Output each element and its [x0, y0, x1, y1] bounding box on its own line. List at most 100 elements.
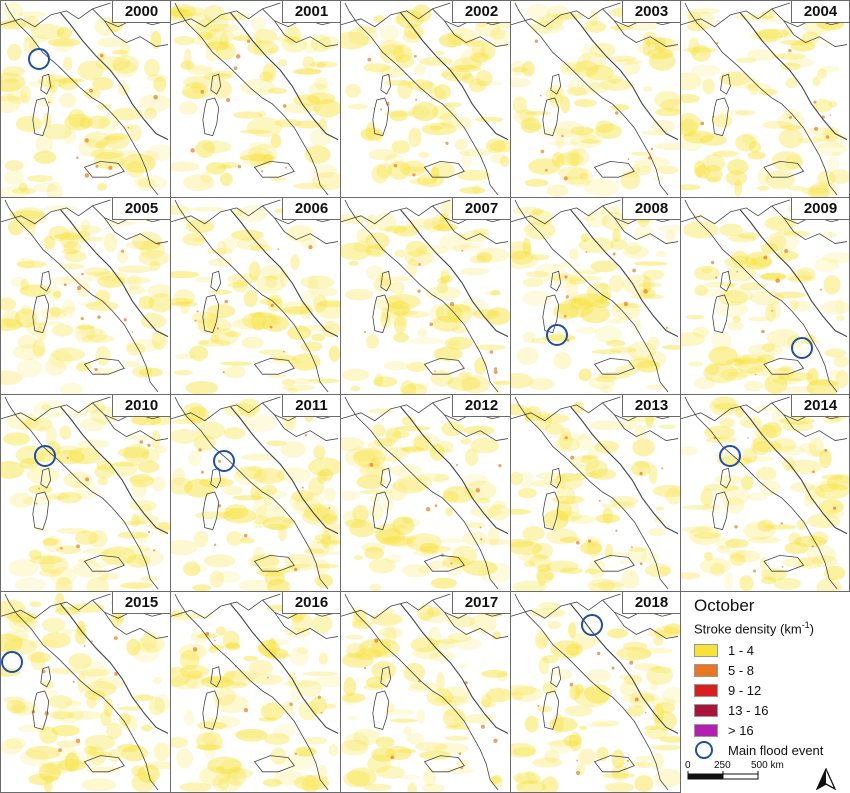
boundaries-layer: [1, 593, 169, 791]
map-panel-2014: 2014: [680, 394, 850, 592]
map-panel-2010: 2010: [0, 394, 171, 592]
year-label: 2005: [112, 198, 170, 220]
stroke-density-layer: [681, 203, 849, 394]
flood-event-circle-icon: [28, 48, 50, 70]
legend-label-4: 13 - 16: [728, 703, 769, 718]
boundaries-layer: [341, 2, 509, 196]
year-label: 2017: [452, 592, 510, 614]
boundaries-layer: [511, 396, 679, 590]
map-canvas: [171, 199, 340, 394]
year-label: 2013: [622, 395, 680, 417]
boundaries-layer: [511, 199, 679, 393]
year-label: 2006: [282, 198, 340, 220]
year-label: 2000: [112, 1, 170, 23]
legend-swatch-4: [694, 704, 718, 717]
map-canvas: [171, 2, 340, 196]
legend-label-2: 5 - 8: [728, 663, 755, 678]
map-canvas: [171, 593, 340, 792]
year-label: 2003: [622, 1, 680, 23]
scale-tick-500: 500 km: [751, 760, 784, 771]
stroke-density-layer: [511, 401, 680, 591]
boundaries-layer: [171, 2, 339, 196]
map-canvas: [171, 396, 340, 591]
year-label: 2002: [452, 1, 510, 23]
map-canvas: [1, 2, 170, 197]
legend-swatch-1: [694, 644, 718, 657]
boundaries-layer: [1, 2, 169, 196]
flood-circle-icon: [695, 741, 713, 759]
map-panel-2009: 2009: [680, 197, 850, 395]
year-label: 2015: [112, 592, 170, 614]
legend-label-flood: Main flood event: [728, 743, 824, 758]
stroke-density-layer: [341, 598, 510, 792]
stroke-density-layer: [681, 8, 849, 197]
boundaries-layer: [681, 396, 848, 590]
north-arrow-icon: [815, 768, 837, 790]
scale-bar-graphic: [687, 771, 759, 780]
boundaries-layer: [171, 593, 339, 791]
legend-swatch-5: [694, 724, 718, 737]
map-panel-2013: 2013: [510, 394, 681, 592]
map-canvas: [1, 592, 170, 792]
map-panel-2005: 2005: [0, 197, 171, 395]
legend-title: October: [694, 596, 755, 615]
map-canvas: [511, 199, 680, 394]
stroke-density-layer: [171, 398, 340, 591]
stroke-density-layer: [681, 396, 849, 591]
flood-event-circle-icon: [791, 337, 813, 359]
flood-event-circle-icon: [1, 651, 23, 673]
map-panel-2003: 2003: [510, 0, 681, 198]
flood-event-circle-icon: [719, 445, 741, 467]
scale-tick-250: 250: [714, 760, 731, 771]
map-panel-2002: 2002: [340, 0, 511, 198]
flood-event-circle-icon: [546, 324, 568, 346]
stroke-density-layer: [171, 202, 340, 394]
legend-label-1: 1 - 4: [728, 643, 755, 658]
map-canvas: [1, 396, 170, 591]
legend-swatch-2: [694, 664, 718, 677]
map-panel-2016: 2016: [170, 591, 341, 793]
year-label: 2014: [791, 395, 849, 417]
stroke-density-layer: [1, 592, 170, 792]
flood-event-circle-icon: [34, 445, 56, 467]
map-panel-2007: 2007: [340, 197, 511, 395]
year-label: 2016: [282, 592, 340, 614]
map-canvas: [341, 199, 510, 394]
scale-tick-0: 0: [685, 760, 691, 771]
map-canvas: [341, 396, 510, 591]
year-label: 2018: [622, 592, 680, 614]
legend: October Stroke density (km-1) 1 - 4 5 - …: [684, 594, 850, 793]
year-label: 2004: [791, 1, 849, 23]
stroke-density-layer: [341, 4, 510, 195]
boundaries-layer: [171, 199, 339, 393]
stroke-density-layer: [171, 604, 340, 792]
map-panel-2001: 2001: [170, 0, 341, 198]
stroke-density-layer: [511, 3, 680, 197]
stroke-density-layer: [171, 4, 340, 191]
year-label: 2009: [791, 198, 849, 220]
map-panel-2000: 2000: [0, 0, 171, 198]
map-canvas: [511, 2, 680, 197]
flood-event-circle-icon: [581, 614, 603, 636]
boundaries-layer: [681, 2, 848, 196]
map-canvas: [1, 199, 170, 394]
map-canvas: [681, 199, 849, 394]
scale-bar: 0 250 500 km: [684, 760, 794, 790]
map-panel-2015: 2015: [0, 591, 171, 793]
boundaries-layer: [341, 593, 509, 791]
map-panel-2011: 2011: [170, 394, 341, 592]
map-panel-2018: 2018: [510, 591, 681, 793]
year-label: 2010: [112, 395, 170, 417]
year-label: 2007: [452, 198, 510, 220]
legend-swatch-3: [694, 684, 718, 697]
boundaries-layer: [341, 199, 509, 393]
map-panel-2012: 2012: [340, 394, 511, 592]
boundaries-layer: [171, 396, 339, 590]
map-canvas: [681, 2, 849, 197]
map-panel-2006: 2006: [170, 197, 341, 395]
map-panel-2008: 2008: [510, 197, 681, 395]
year-label: 2008: [622, 198, 680, 220]
stroke-density-layer: [341, 200, 510, 394]
year-label: 2011: [282, 395, 340, 417]
